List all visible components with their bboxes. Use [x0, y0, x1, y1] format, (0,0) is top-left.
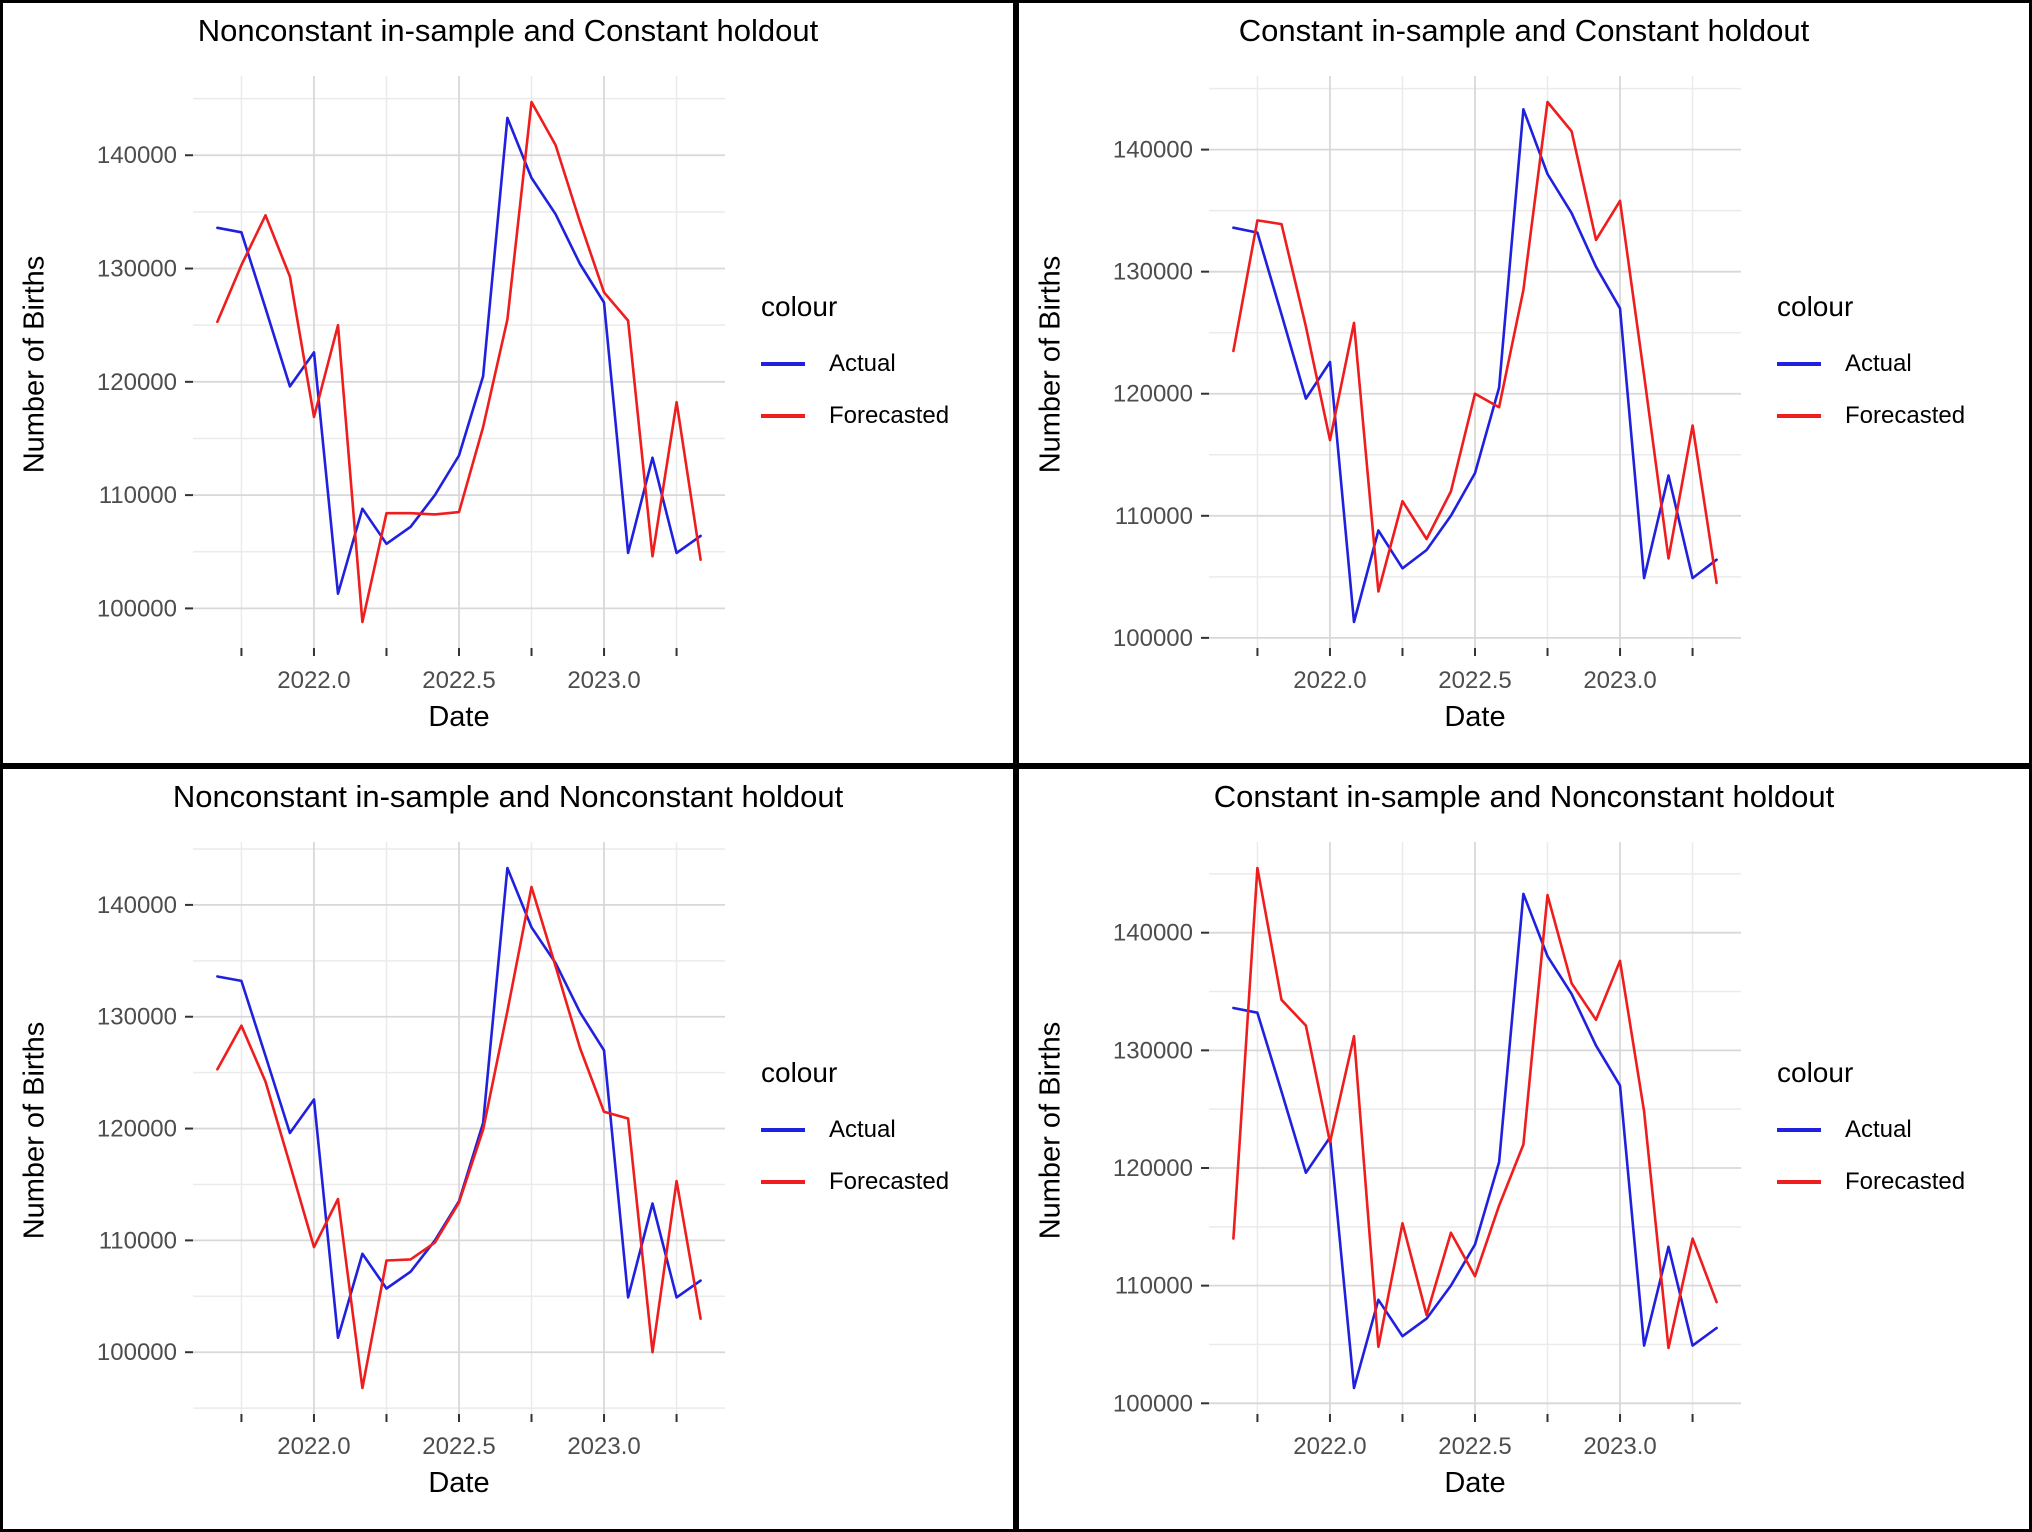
legend: colour Actual Forecasted — [761, 1057, 949, 1219]
x-tick-label: 2022.0 — [277, 1433, 350, 1460]
forecasted-line — [216, 100, 702, 624]
actual-line — [1232, 892, 1718, 1390]
y-tick-label: 130000 — [1113, 259, 1193, 286]
chart-title: Constant in-sample and Constant holdout — [1238, 13, 1810, 48]
x-axis-title: Date — [1444, 701, 1506, 733]
forecasted-line-key-icon — [761, 414, 805, 418]
plot-area: 2022.0 2022.5 2023.0 100000 110000 120000 1300… — [1113, 76, 1741, 694]
actual-line-key-icon — [761, 362, 805, 366]
x-axis-title: Date — [428, 701, 490, 733]
y-tick-label: 130000 — [1113, 1037, 1193, 1064]
y-tick-label: 130000 — [97, 256, 177, 283]
y-tick-label: 140000 — [97, 142, 177, 169]
y-axis-title: Number of Births — [1034, 255, 1067, 474]
y-tick-label: 140000 — [1113, 920, 1193, 947]
legend-item-forecasted: Forecasted — [1777, 401, 1965, 431]
x-axis-title: Date — [428, 1467, 490, 1499]
y-tick-label: 100000 — [1113, 1390, 1193, 1417]
chart-panel-constant-nonconstant: 2022.0 2022.5 2023.0 100000 110000 120000 1300… — [1016, 766, 2032, 1532]
legend-label: Forecasted — [829, 1168, 950, 1195]
legend-item-actual: Actual — [1777, 1115, 1965, 1145]
y-tick-label: 120000 — [1113, 1155, 1193, 1182]
chart-panel-nonconstant-constant: 2022.0 2022.5 2023.0 100000 110000 120000 1300… — [0, 0, 1016, 766]
y-axis-title: Number of Births — [18, 255, 51, 474]
x-tick-label: 2023.0 — [1583, 667, 1656, 694]
y-tick-label: 120000 — [1113, 381, 1193, 408]
legend: colour Actual Forecasted — [1777, 291, 1965, 453]
legend-item-actual: Actual — [1777, 349, 1965, 379]
forecasted-line-key-icon — [761, 1180, 805, 1184]
x-tick-label: 2022.0 — [1293, 667, 1366, 694]
y-tick-label: 110000 — [99, 482, 177, 509]
y-tick-label: 100000 — [97, 1339, 177, 1366]
chart-title: Nonconstant in-sample and Nonconstant ho… — [172, 779, 844, 814]
x-axis-title: Date — [1444, 1467, 1506, 1499]
legend-item-forecasted: Forecasted — [761, 1167, 949, 1197]
forecasted-line-key-icon — [1777, 414, 1821, 418]
x-tick-label: 2022.0 — [1293, 1433, 1366, 1460]
y-tick-label: 110000 — [99, 1227, 177, 1254]
forecasted-line — [216, 885, 702, 1390]
legend-label: Actual — [1845, 350, 1912, 377]
y-axis-title: Number of Births — [1034, 1021, 1067, 1240]
actual-line — [216, 116, 702, 596]
legend-title: colour — [1777, 1057, 1854, 1088]
chart-title: Nonconstant in-sample and Constant holdo… — [197, 13, 819, 48]
chart-title: Constant in-sample and Nonconstant holdo… — [1213, 779, 1835, 814]
actual-line-key-icon — [761, 1128, 805, 1132]
legend-item-forecasted: Forecasted — [1777, 1167, 1965, 1197]
y-tick-label: 120000 — [97, 369, 177, 396]
legend-label: Forecasted — [1845, 1168, 1966, 1195]
legend-title: colour — [1777, 291, 1854, 322]
y-tick-label: 100000 — [97, 595, 177, 622]
y-tick-label: 110000 — [1115, 1273, 1193, 1300]
y-tick-label: 140000 — [97, 892, 177, 919]
plot-area: 2022.0 2022.5 2023.0 100000 110000 120000 1300… — [1113, 842, 1741, 1460]
x-tick-label: 2022.0 — [277, 667, 350, 694]
legend-label: Forecasted — [1845, 402, 1966, 429]
x-tick-label: 2022.5 — [422, 667, 495, 694]
actual-line — [1232, 108, 1718, 624]
y-axis-title: Number of Births — [18, 1021, 51, 1240]
chart-panel-constant-constant: 2022.0 2022.5 2023.0 100000 110000 120000 1300… — [1016, 0, 2032, 766]
y-tick-label: 120000 — [97, 1116, 177, 1143]
y-tick-label: 100000 — [1113, 625, 1193, 652]
plot-area: 2022.0 2022.5 2023.0 100000 110000 120000 1300… — [97, 76, 725, 694]
y-tick-label: 110000 — [1115, 503, 1193, 530]
legend-title: colour — [761, 1057, 838, 1088]
legend-item-actual: Actual — [761, 349, 949, 379]
forecasted-line-key-icon — [1777, 1180, 1821, 1184]
legend-item-forecasted: Forecasted — [761, 401, 949, 431]
legend-label: Forecasted — [829, 402, 950, 429]
chart-panel-nonconstant-nonconstant: 2022.0 2022.5 2023.0 100000 110000 120000 1300… — [0, 766, 1016, 1532]
forecasted-line — [1232, 866, 1718, 1350]
x-tick-label: 2023.0 — [1583, 1433, 1656, 1460]
legend: colour Actual Forecasted — [761, 291, 949, 453]
x-tick-label: 2023.0 — [567, 667, 640, 694]
actual-line-key-icon — [1777, 1128, 1821, 1132]
legend-item-actual: Actual — [761, 1115, 949, 1145]
legend: colour Actual Forecasted — [1777, 1057, 1965, 1219]
legend-label: Actual — [829, 1116, 896, 1143]
legend-title: colour — [761, 291, 838, 322]
forecasted-line — [1232, 100, 1718, 593]
y-tick-label: 130000 — [97, 1004, 177, 1031]
plot-area: 2022.0 2022.5 2023.0 100000 110000 120000 1300… — [97, 842, 725, 1460]
legend-label: Actual — [1845, 1116, 1912, 1143]
x-tick-label: 2022.5 — [422, 1433, 495, 1460]
y-tick-label: 140000 — [1113, 137, 1193, 164]
x-tick-label: 2022.5 — [1438, 667, 1511, 694]
x-tick-label: 2022.5 — [1438, 1433, 1511, 1460]
actual-line-key-icon — [1777, 362, 1821, 366]
x-tick-label: 2023.0 — [567, 1433, 640, 1460]
legend-label: Actual — [829, 350, 896, 377]
